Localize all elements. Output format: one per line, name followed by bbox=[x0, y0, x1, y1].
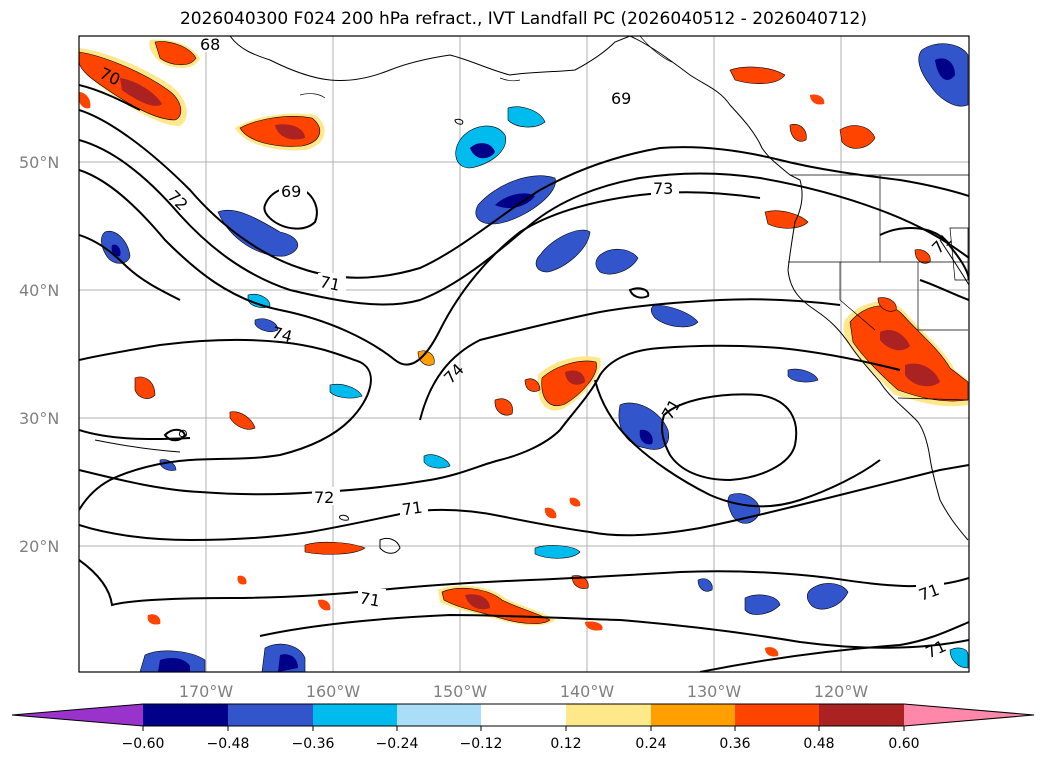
negative-ivt-regions bbox=[101, 43, 969, 672]
refractivity-contours bbox=[79, 84, 969, 672]
colorbar-swatch bbox=[143, 704, 228, 726]
lat-label: 30°N bbox=[19, 409, 59, 428]
contour-label-bg bbox=[358, 589, 386, 607]
colorbar-swatch bbox=[566, 704, 651, 726]
contour-label-bg bbox=[279, 181, 307, 199]
latitude-labels: 50°N 40°N 30°N 20°N bbox=[19, 153, 59, 556]
colorbar-swatch bbox=[651, 704, 735, 726]
lon-label: 160°W bbox=[306, 682, 361, 701]
lon-label: 170°W bbox=[179, 682, 234, 701]
contour-label: 72 bbox=[314, 488, 334, 507]
map-frame bbox=[78, 35, 970, 673]
colorbar: −0.60 −0.48 −0.36 −0.24 −0.12 0.12 0.24 … bbox=[11, 703, 1035, 752]
gridlines bbox=[79, 36, 969, 672]
colorbar-swatch bbox=[819, 704, 904, 726]
colorbar-swatch bbox=[228, 704, 313, 726]
colorbar-extend-max bbox=[904, 704, 1034, 726]
colorbar-extend-min bbox=[12, 704, 143, 726]
lon-label: 150°W bbox=[433, 682, 488, 701]
contour-label: 68 bbox=[200, 35, 220, 54]
contour-label: 74 bbox=[270, 323, 295, 347]
colorbar-tick-label: −0.12 bbox=[460, 736, 503, 752]
colorbar-tick-label: 0.48 bbox=[803, 736, 834, 752]
map-background bbox=[79, 36, 969, 672]
lon-label: 130°W bbox=[687, 682, 742, 701]
colorbar-tick-label: 0.60 bbox=[888, 736, 919, 752]
colorbar-tick-label: −0.24 bbox=[376, 736, 419, 752]
colorbar-tick-label: 0.24 bbox=[635, 736, 666, 752]
map-title: 2026040300 F024 200 hPa refract., IVT La… bbox=[179, 9, 867, 29]
contour-label: 69 bbox=[611, 89, 631, 108]
contour-label: 71 bbox=[401, 498, 424, 520]
positive-ivt-regions bbox=[79, 39, 969, 657]
thin-contours bbox=[94, 239, 969, 453]
colorbar-tick-label: 0.36 bbox=[719, 736, 750, 752]
colorbar-swatch bbox=[735, 704, 819, 726]
contour-label-bg bbox=[916, 580, 944, 598]
lat-label: 40°N bbox=[19, 281, 59, 300]
colorbar-swatch bbox=[481, 704, 566, 726]
contour-label: 73 bbox=[653, 179, 673, 198]
lat-label: 50°N bbox=[19, 153, 59, 172]
colorbar-tick-label: −0.36 bbox=[292, 736, 335, 752]
contour-label: 69 bbox=[281, 182, 301, 201]
contour-label-bg bbox=[651, 178, 679, 196]
lon-label: 120°W bbox=[814, 682, 869, 701]
contour-label-bg bbox=[198, 36, 226, 52]
colorbar-tick-label: 0.12 bbox=[550, 736, 581, 752]
contour-label: 71 bbox=[318, 272, 342, 295]
contour-label-bg bbox=[609, 88, 637, 106]
colorbar-tick-label: −0.60 bbox=[122, 736, 165, 752]
contour-label: 71 bbox=[358, 588, 381, 610]
coastlines bbox=[179, 36, 969, 554]
colorbar-swatch bbox=[313, 704, 397, 726]
lat-label: 20°N bbox=[19, 537, 59, 556]
colorbar-tick-label: −0.48 bbox=[207, 736, 250, 752]
lon-label: 140°W bbox=[560, 682, 615, 701]
colorbar-swatch bbox=[397, 704, 481, 726]
contour-label-bg bbox=[312, 487, 340, 505]
longitude-labels: 170°W 160°W 150°W 140°W 130°W 120°W bbox=[179, 682, 869, 701]
contour-label-bg bbox=[318, 273, 346, 291]
contour-label-bg bbox=[400, 498, 428, 516]
